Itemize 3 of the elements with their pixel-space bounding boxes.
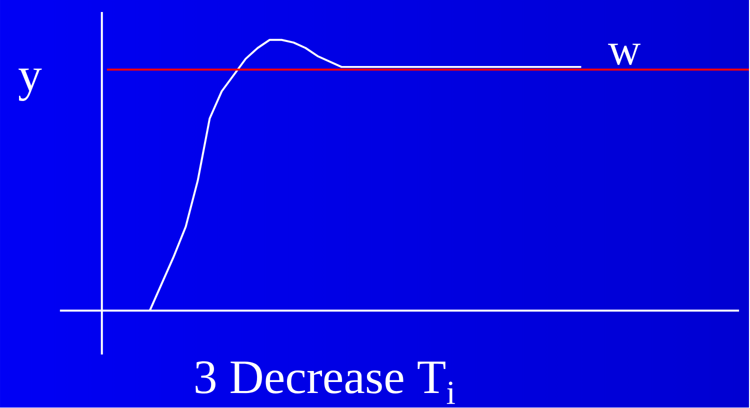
x-axis-title: 3 Decrease T$_{i}$: [196, 361, 455, 404]
ref-line-label: w: [608, 44, 641, 65]
y-axis-title: y: [18, 68, 42, 101]
